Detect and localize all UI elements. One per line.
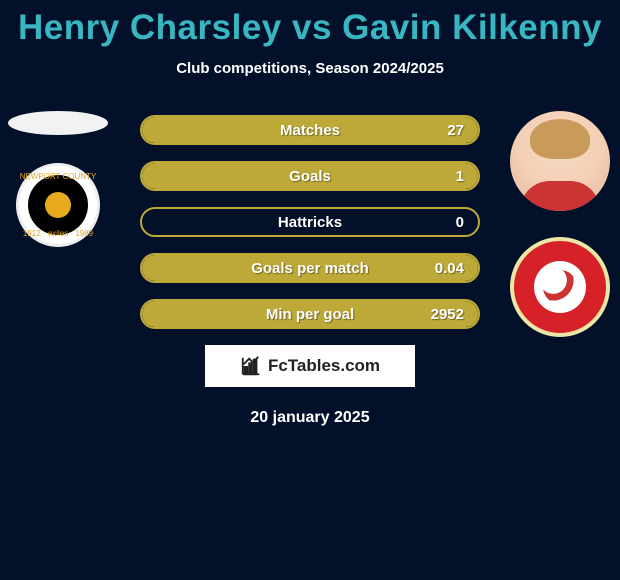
stat-bar: Matches 27	[140, 115, 480, 145]
stat-bar: Min per goal 2952	[140, 299, 480, 329]
stat-bar: Goals 1	[140, 161, 480, 191]
snapshot-date: 20 january 2025	[0, 409, 620, 427]
player-right-avatar	[510, 111, 610, 211]
stat-bar: Hattricks 0	[140, 207, 480, 237]
stat-bar-value: 0	[456, 209, 464, 235]
stat-bar-value: 1	[456, 163, 464, 189]
stat-bar-value: 0.04	[435, 255, 464, 281]
right-column	[510, 111, 610, 337]
stat-bar-label: Goals per match	[142, 255, 478, 281]
stat-bar-label: Hattricks	[142, 209, 478, 235]
stat-bar-label: Goals	[142, 163, 478, 189]
stat-bar: Goals per match 0.04	[140, 253, 480, 283]
page-title: Henry Charsley vs Gavin Kilkenny	[0, 0, 620, 48]
stat-bars: Matches 27 Goals 1 Hattricks 0 Goals per…	[140, 115, 480, 329]
stat-bar-label: Min per goal	[142, 301, 478, 327]
stat-bar-value: 27	[447, 117, 464, 143]
chart-icon	[240, 355, 262, 377]
player-left-avatar	[8, 111, 108, 135]
brand-text: FcTables.com	[268, 356, 380, 376]
subtitle: Club competitions, Season 2024/2025	[0, 60, 620, 77]
club-left-logo: NEWPORT COUNTY 1912 · exiles · 1989	[16, 163, 100, 247]
club-right-logo	[510, 237, 610, 337]
stat-bar-label: Matches	[142, 117, 478, 143]
left-column: NEWPORT COUNTY 1912 · exiles · 1989	[8, 111, 108, 247]
brand-badge: FcTables.com	[205, 345, 415, 387]
stat-bar-value: 2952	[431, 301, 464, 327]
stats-area: NEWPORT COUNTY 1912 · exiles · 1989 Matc…	[0, 115, 620, 427]
